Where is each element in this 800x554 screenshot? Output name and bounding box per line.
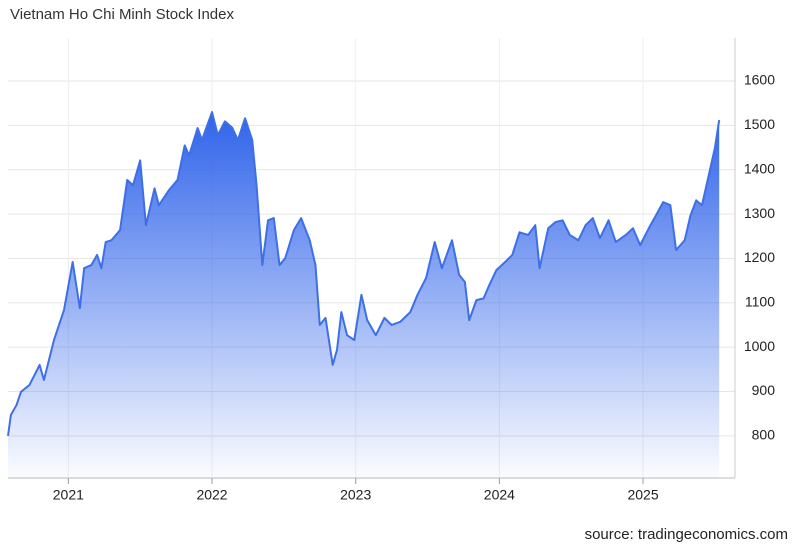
source-note: source: tradingeconomics.com [585, 526, 788, 543]
area-fill [8, 112, 720, 478]
chart-title: Vietnam Ho Chi Minh Stock Index [10, 6, 234, 23]
x-tick-label: 2023 [340, 487, 371, 503]
y-tick-label: 1600 [744, 72, 775, 88]
series-line [7, 111, 721, 436]
y-tick-label: 1300 [744, 205, 775, 221]
y-tick-label: 1400 [744, 160, 775, 176]
y-tick-label: 800 [752, 427, 776, 443]
x-tick-label: 2024 [484, 487, 515, 503]
y-tick-label: 1100 [745, 294, 775, 310]
x-tick-label: 2022 [196, 487, 227, 503]
x-tick-label: 2021 [53, 487, 84, 503]
y-tick-label: 1500 [744, 116, 775, 132]
x-tick-label: 2025 [627, 487, 658, 503]
y-tick-label: 1000 [744, 338, 775, 354]
y-tick-label: 1200 [744, 249, 775, 265]
y-tick-label: 900 [752, 382, 776, 398]
